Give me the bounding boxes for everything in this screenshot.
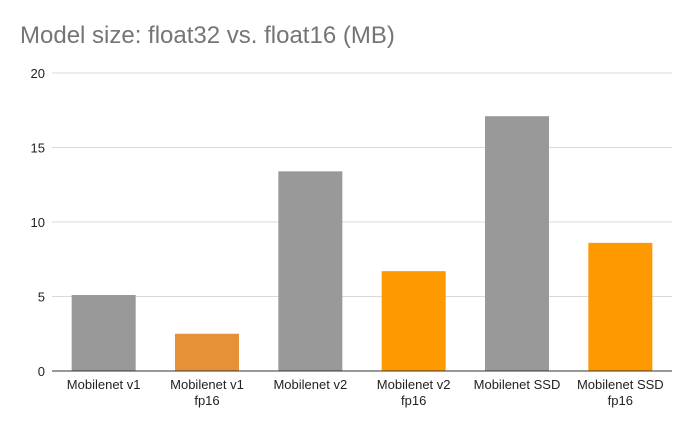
x-tick-label-line: fp16: [401, 393, 426, 408]
x-tick-label: Mobilenet v1 fp16: [170, 377, 244, 408]
bar: [485, 116, 549, 372]
bar: [381, 271, 446, 371]
x-tick-label-line: Mobilenet v2: [377, 377, 451, 392]
x-tick-label: Mobilenet v2 fp16: [377, 377, 451, 408]
bar: [278, 171, 343, 371]
y-tick-label: 15: [31, 141, 45, 156]
chart-title: Model size: float32 vs. float16 (MB): [20, 22, 395, 49]
bars: [71, 116, 653, 372]
bar: [175, 333, 239, 371]
x-tick-label-line: Mobilenet v2: [273, 377, 347, 392]
x-tick-label: Mobilenet SSD: [474, 377, 561, 392]
x-tick-label: Mobilenet v2: [273, 377, 347, 392]
x-tick-label: Mobilenet SSD fp16: [577, 377, 664, 408]
x-tick-label-line: Mobilenet v1: [170, 377, 244, 392]
y-axis-ticks: 0 5 10 15 20: [31, 66, 45, 379]
x-tick-label-line: fp16: [608, 393, 633, 408]
gridlines: [52, 72, 672, 297]
y-tick-label: 5: [38, 290, 45, 305]
x-tick-label-line: fp16: [194, 393, 219, 408]
y-tick-label: 20: [31, 66, 45, 81]
bar: [71, 295, 136, 371]
x-tick-label-line: Mobilenet SSD: [577, 377, 664, 392]
x-tick-label: Mobilenet v1: [67, 377, 141, 392]
y-tick-label: 0: [38, 364, 45, 379]
y-tick-label: 10: [31, 215, 45, 230]
x-tick-label-line: Mobilenet SSD: [474, 377, 561, 392]
bar: [588, 242, 653, 371]
x-tick-label-line: Mobilenet v1: [67, 377, 141, 392]
